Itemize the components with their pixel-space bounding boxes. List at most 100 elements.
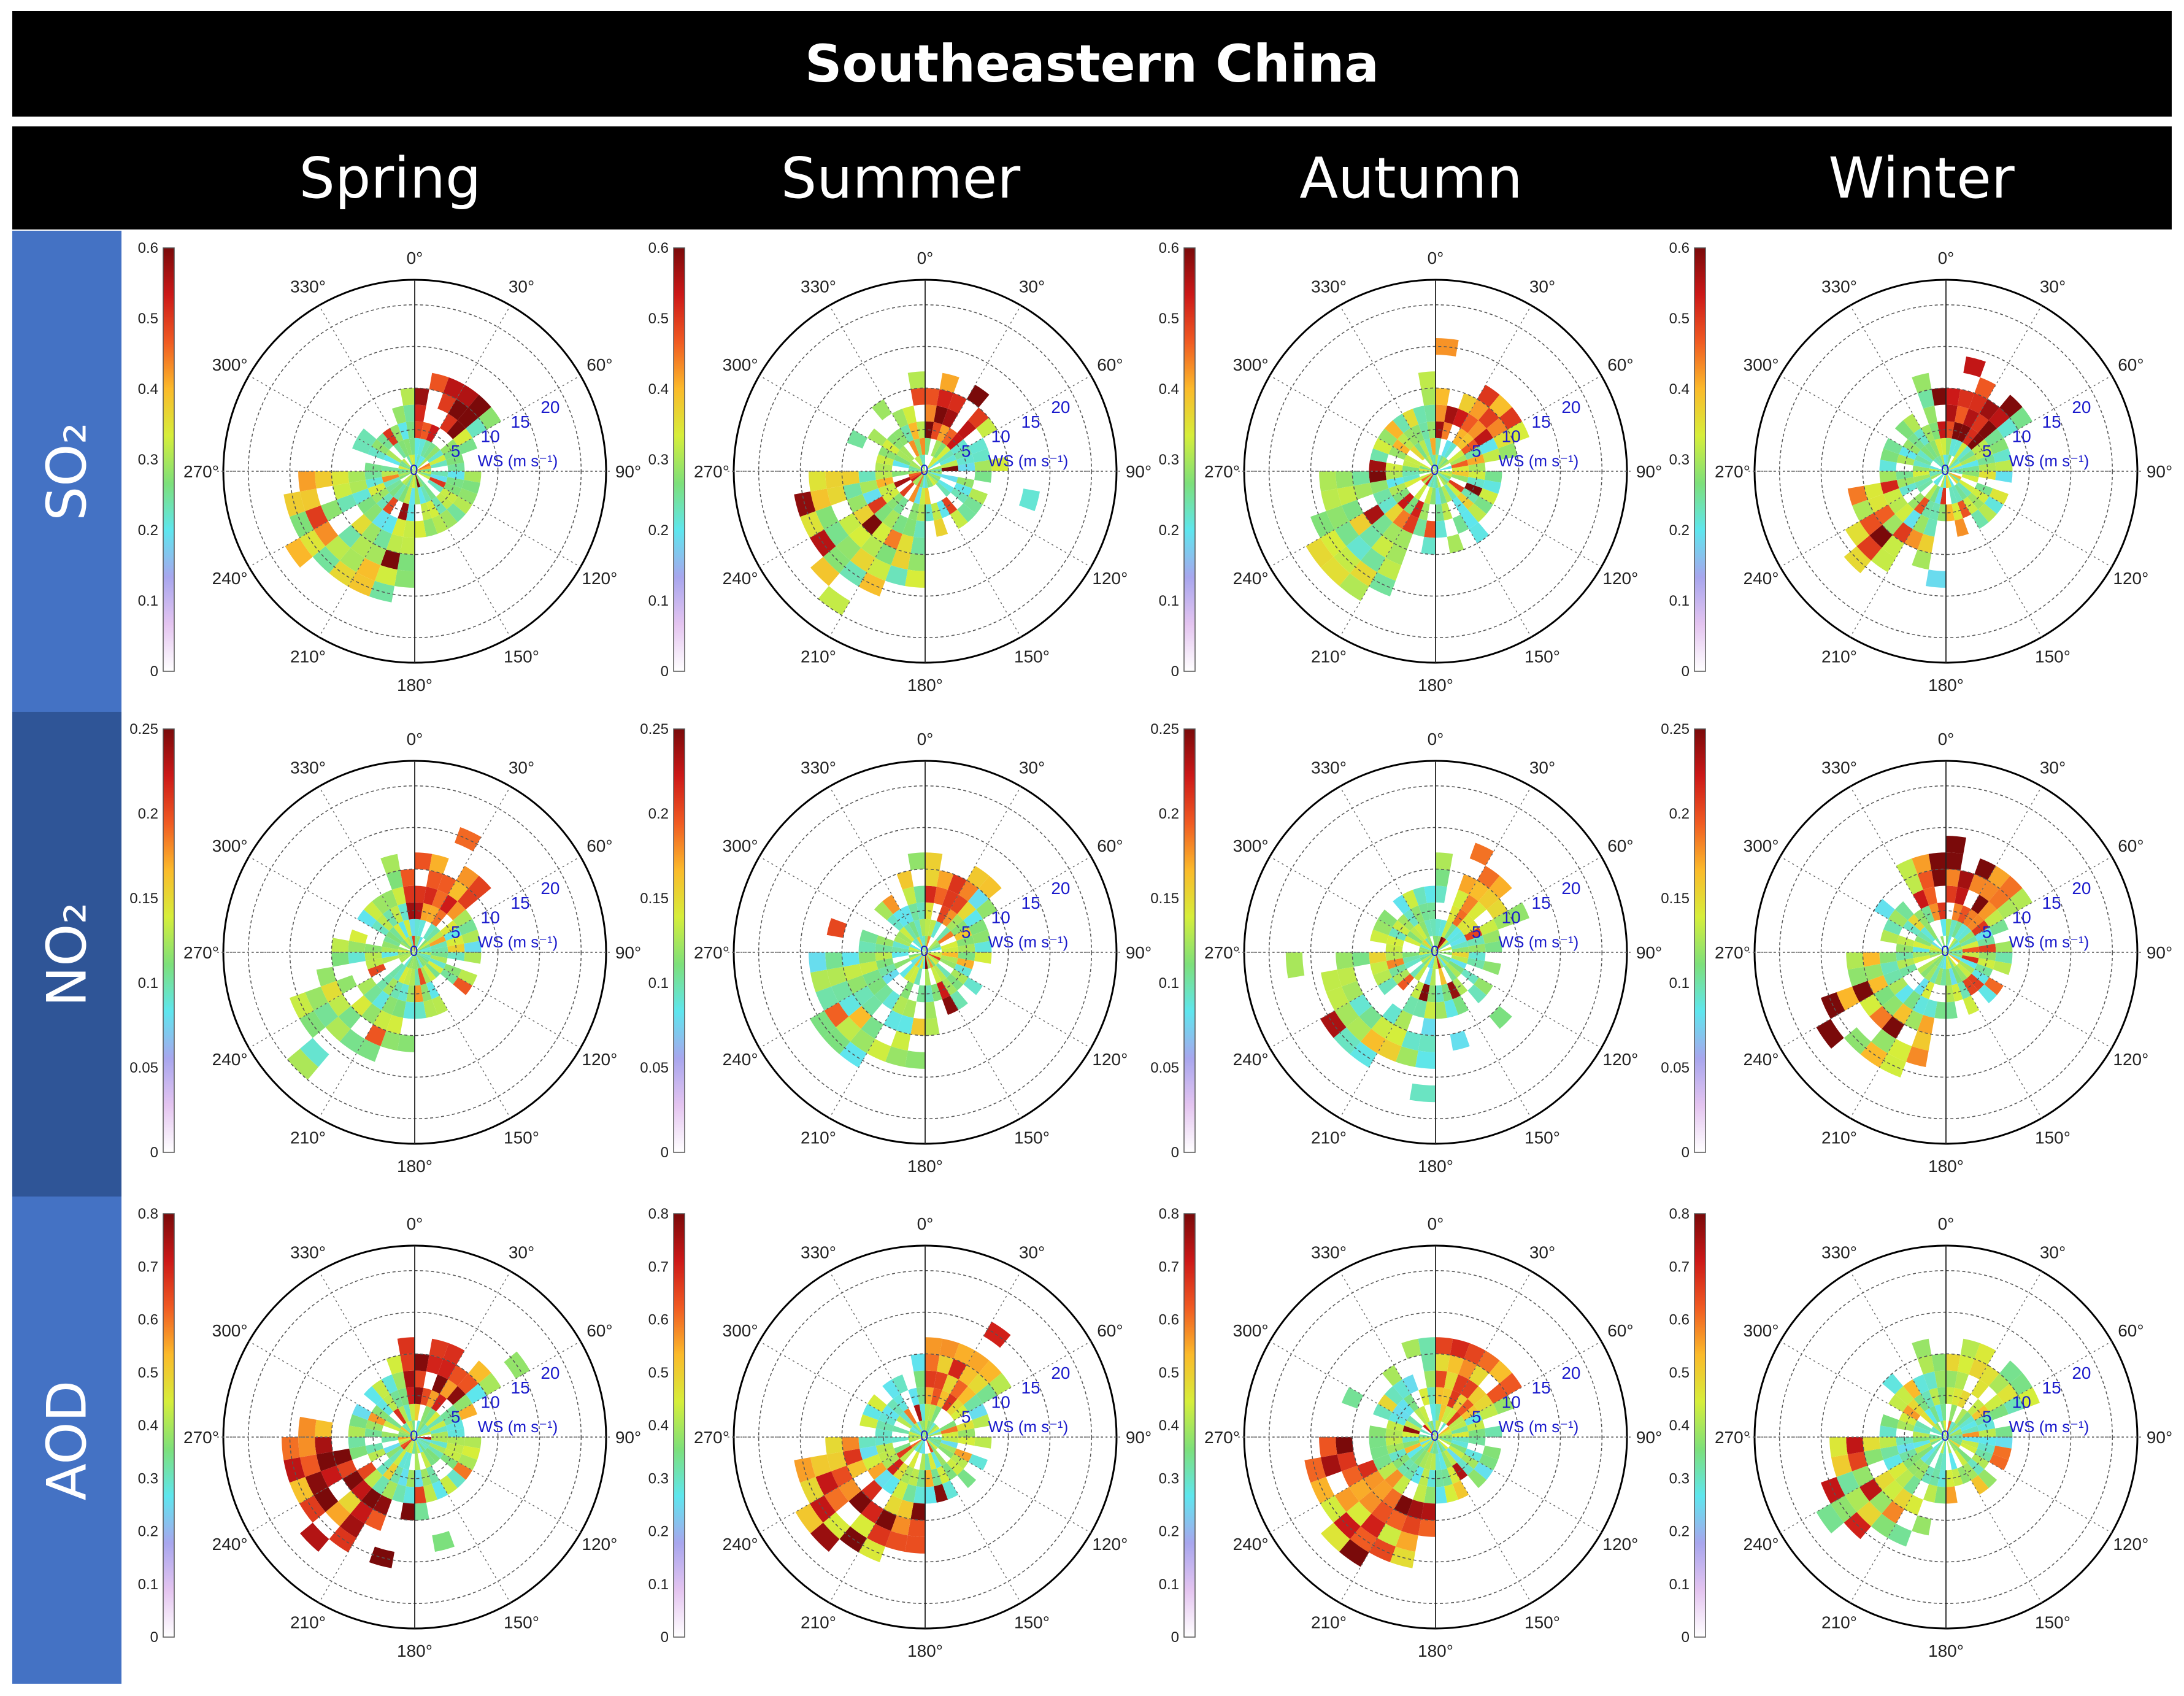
angular-spoke <box>941 786 1021 924</box>
wind-cell <box>443 1343 465 1365</box>
angular-tick-label: 0° <box>1938 249 1955 268</box>
wind-cell <box>381 471 399 477</box>
wind-cell <box>1974 1343 1996 1365</box>
wind-cell <box>316 1451 337 1471</box>
wind-cell <box>1392 488 1410 504</box>
colorbar-tick-label: 0.3 <box>648 452 669 468</box>
wind-cell <box>1995 471 2013 483</box>
wind-cell <box>1507 421 1529 443</box>
wind-cell <box>875 454 894 466</box>
wind-cell <box>966 866 990 889</box>
ws-ring-label: 20 <box>1051 1363 1070 1382</box>
wind-cell <box>431 1480 448 1500</box>
wind-cell <box>1958 450 1975 463</box>
wind-cell <box>1940 471 1946 488</box>
wind-cell <box>946 914 964 931</box>
wind-cell <box>936 1355 954 1374</box>
wind-cell <box>905 569 925 588</box>
wind-cell <box>1989 1403 2009 1420</box>
wind-cell <box>1436 1437 1447 1452</box>
wind-cell <box>896 1416 913 1429</box>
wind-cell <box>415 1370 426 1388</box>
wind-cell <box>429 477 446 488</box>
wind-cell <box>1349 512 1372 536</box>
wind-cell <box>1363 1470 1385 1491</box>
wind-cell <box>403 487 412 504</box>
angular-tick-label: 240° <box>212 1050 248 1069</box>
wind-cell <box>942 890 959 909</box>
wind-cell <box>1993 448 2012 463</box>
wind-cell <box>1963 977 1978 996</box>
wind-cell <box>402 939 415 952</box>
wind-cell <box>908 485 920 503</box>
angular-spoke <box>1339 499 1420 638</box>
wind-cell <box>963 909 983 928</box>
wind-cell <box>1920 927 1936 942</box>
wind-cell <box>1874 985 1895 1006</box>
wind-cell <box>1962 1437 1980 1443</box>
wind-cell <box>968 488 988 505</box>
wind-cell <box>1946 935 1949 952</box>
wind-cell <box>282 1437 300 1460</box>
angular-spoke <box>443 1341 581 1421</box>
angular-spoke <box>1464 1453 1602 1533</box>
ws-center-label: 0 <box>410 1428 418 1444</box>
wind-cell <box>1912 995 1929 1015</box>
wind-cell <box>891 409 909 428</box>
wind-cell <box>398 1434 415 1437</box>
wind-cell <box>1946 1437 1959 1450</box>
wind-cell <box>1396 1531 1418 1552</box>
wind-cell <box>1912 1437 1930 1443</box>
wind-cell <box>1997 898 2018 919</box>
ws-ring-label: 15 <box>2042 893 2061 912</box>
wind-cell <box>826 485 847 506</box>
wind-cell <box>925 1337 943 1355</box>
angular-spoke <box>1339 1271 1420 1409</box>
wind-cell <box>1978 420 1998 439</box>
wind-cell <box>1436 1434 1453 1437</box>
wind-cell <box>439 509 458 529</box>
wind-cell <box>886 433 904 450</box>
wind-cell <box>1888 1039 1912 1062</box>
wind-cell <box>1946 471 1955 487</box>
colorbar-tick-label: 0 <box>150 663 158 680</box>
wind-cell <box>1436 852 1453 871</box>
wind-cell <box>910 471 925 482</box>
wind-cell <box>1929 1437 1946 1440</box>
wind-cell <box>382 1462 398 1481</box>
wind-cell <box>1880 929 1899 944</box>
wind-cell <box>1923 1371 1937 1390</box>
wind-cell <box>1352 471 1371 486</box>
angular-spoke <box>1962 981 2042 1119</box>
wind-cell <box>415 471 418 488</box>
wind-cell <box>1955 406 1969 425</box>
wind-cell <box>925 1424 938 1437</box>
angular-spoke <box>829 1271 909 1409</box>
wind-cell <box>406 902 415 920</box>
colorbar-tick-label: 0.3 <box>138 1470 158 1487</box>
wind-cell <box>1954 923 1967 940</box>
wind-cell <box>937 479 954 493</box>
wind-cell <box>415 968 421 986</box>
wind-cell <box>1321 1522 1350 1552</box>
wind-cell <box>440 488 458 504</box>
wind-cell <box>939 958 956 969</box>
wind-cell <box>457 407 479 429</box>
wind-cell <box>1864 482 1883 500</box>
wind-cell <box>826 918 847 938</box>
wind-cell <box>1452 909 1468 927</box>
wind-cell <box>1984 909 2004 928</box>
angular-spoke <box>941 499 1021 638</box>
wind-cell <box>974 952 992 964</box>
wind-cell <box>925 946 942 952</box>
wind-cell <box>456 385 479 408</box>
wind-cell <box>1946 457 1957 471</box>
ws-axis-title: WS (m s⁻¹) <box>1499 1417 1579 1436</box>
wind-cell <box>914 1422 925 1437</box>
ws-ring-label: 20 <box>540 398 559 417</box>
wind-cell <box>1913 1440 1931 1449</box>
wind-cell <box>931 503 942 521</box>
colorbar-tick-label: 0.05 <box>1661 1060 1690 1076</box>
wind-cell <box>1467 984 1487 1004</box>
